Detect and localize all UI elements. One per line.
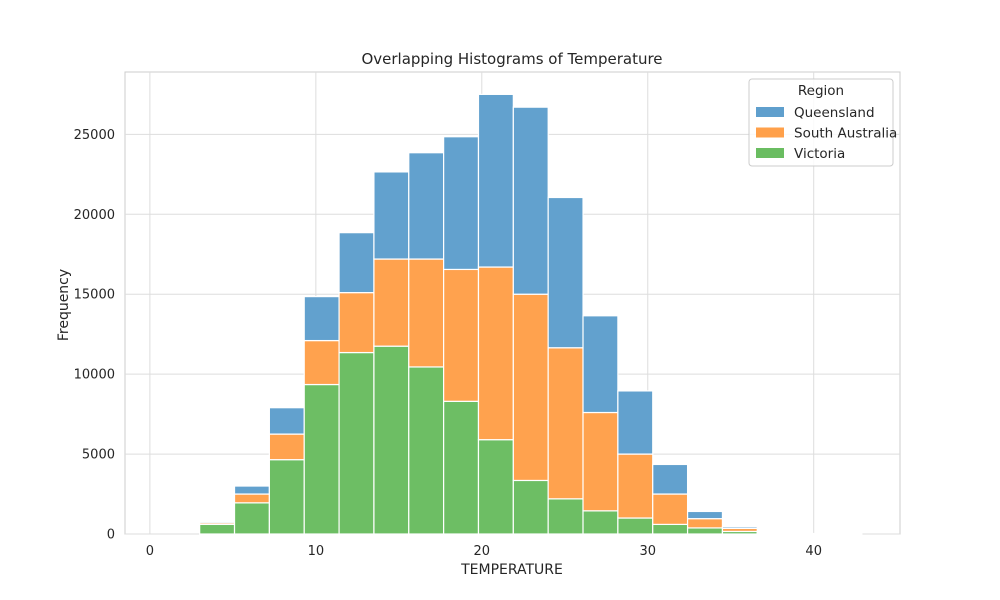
x-tick-label: 0 xyxy=(146,544,154,559)
bar-victoria xyxy=(582,510,619,535)
x-axis-label: TEMPERATURE xyxy=(460,562,563,578)
legend-label-victoria: Victoria xyxy=(794,146,845,162)
bar-victoria xyxy=(408,366,445,535)
bar-queensland xyxy=(338,232,375,294)
bar-south-australia xyxy=(652,493,689,526)
x-tick-label: 40 xyxy=(805,544,822,559)
bar-queensland xyxy=(547,196,584,349)
bar-south-australia xyxy=(233,493,270,504)
bar-south-australia xyxy=(408,258,445,368)
bar-south-australia xyxy=(373,258,410,347)
y-axis-label: Frequency xyxy=(56,269,72,341)
y-tick-labels: 0 5000 10000 15000 20000 25000 xyxy=(74,128,115,543)
bar-south-australia xyxy=(443,268,480,402)
legend-title: Region xyxy=(798,83,844,99)
bar-queensland xyxy=(373,171,410,260)
y-tick-label: 10000 xyxy=(74,368,115,383)
legend-swatch-queensland xyxy=(756,107,784,117)
bar-victoria xyxy=(686,527,724,535)
legend-box xyxy=(748,78,894,167)
x-tick-label: 10 xyxy=(308,544,325,559)
bar-queensland xyxy=(443,136,480,271)
legend: Region Queensland South Australia Victoria xyxy=(748,78,897,167)
bar-south-australia xyxy=(477,266,514,441)
histogram-bars xyxy=(199,93,863,535)
bar-south-australia xyxy=(338,292,375,354)
bar-victoria xyxy=(477,439,514,535)
bar-south-australia xyxy=(617,453,654,519)
y-tick-label: 15000 xyxy=(74,288,115,303)
bar-south-australia xyxy=(512,293,549,482)
bar-south-australia xyxy=(582,411,619,512)
bar-victoria xyxy=(233,502,270,535)
bar-queensland xyxy=(512,106,549,295)
bar-south-australia xyxy=(686,518,724,529)
bar-victoria xyxy=(373,345,410,535)
bar-victoria xyxy=(199,523,236,535)
bar-victoria xyxy=(617,517,654,535)
bar-queensland xyxy=(652,463,689,495)
bar-queensland xyxy=(686,510,724,520)
bar-south-australia xyxy=(547,347,584,500)
x-tick-label: 30 xyxy=(639,544,656,559)
legend-label-south-australia: South Australia xyxy=(794,126,897,142)
y-tick-label: 0 xyxy=(107,528,115,543)
chart-title: Overlapping Histograms of Temperature xyxy=(361,50,662,68)
y-tick-label: 20000 xyxy=(74,208,115,223)
bar-queensland xyxy=(617,390,654,455)
bar-queensland xyxy=(268,407,305,435)
legend-swatch-victoria xyxy=(756,148,784,158)
bar-queensland xyxy=(199,520,236,524)
bar-queensland xyxy=(233,485,270,495)
bar-victoria xyxy=(512,479,549,535)
legend-swatch-south-australia xyxy=(756,127,784,138)
bar-south-australia xyxy=(268,433,305,461)
bar-queensland xyxy=(408,152,445,260)
bar-queensland xyxy=(721,526,758,530)
y-tick-label: 5000 xyxy=(82,448,115,463)
x-tick-label: 20 xyxy=(474,544,491,559)
bar-victoria xyxy=(443,400,480,535)
bar-victoria xyxy=(268,459,305,535)
bar-victoria xyxy=(303,383,340,535)
legend-label-queensland: Queensland xyxy=(794,105,875,121)
bar-queensland xyxy=(582,315,619,414)
bar-victoria xyxy=(547,498,584,535)
bar-victoria xyxy=(338,351,375,535)
x-tick-labels: 0 10 20 30 40 xyxy=(146,544,822,559)
bar-south-australia xyxy=(303,339,340,386)
bar-queensland xyxy=(477,93,514,268)
y-tick-label: 25000 xyxy=(74,128,115,143)
bar-victoria xyxy=(652,523,689,535)
bar-queensland xyxy=(303,296,340,342)
